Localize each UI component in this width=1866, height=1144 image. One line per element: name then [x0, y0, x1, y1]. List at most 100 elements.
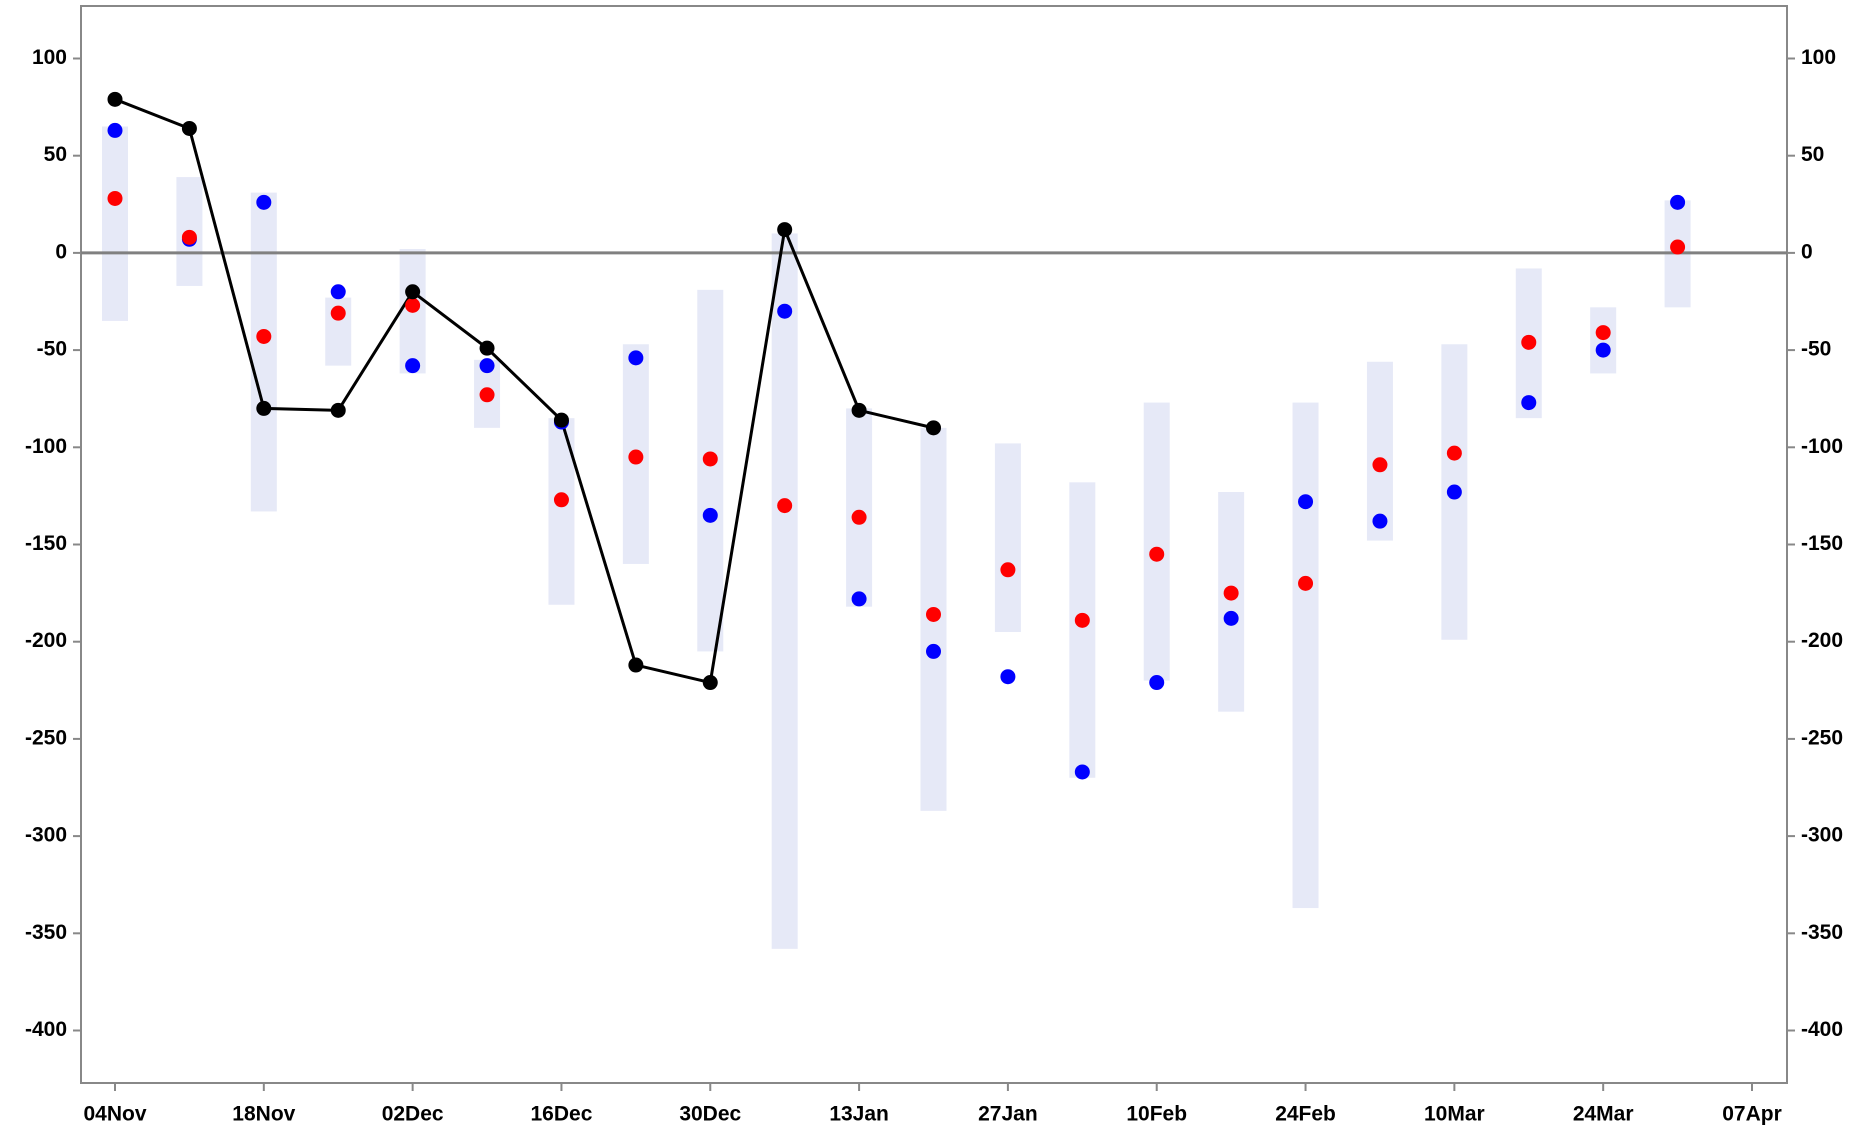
dot [1298, 494, 1314, 510]
dot [1372, 513, 1388, 529]
x-tick-label: 10Feb [1126, 1103, 1187, 1126]
range-bar [697, 289, 724, 652]
dot [479, 358, 495, 374]
x-tick-label: 04Nov [83, 1103, 146, 1126]
dot [628, 449, 644, 465]
range-bar [1143, 402, 1170, 681]
range-bar [1590, 307, 1617, 374]
y2-tick-label: -100 [1801, 435, 1843, 458]
dot [1223, 610, 1239, 626]
dot [181, 229, 197, 245]
dot [107, 122, 123, 138]
line-point [181, 120, 197, 136]
dot [330, 284, 346, 300]
dot [1000, 669, 1016, 685]
line-point [702, 675, 718, 691]
line-point [107, 91, 123, 107]
dot [1149, 546, 1165, 562]
dot [777, 498, 793, 514]
line-point [553, 412, 569, 428]
dot [256, 194, 272, 210]
y2-tick-label: -200 [1801, 629, 1843, 652]
dot [628, 350, 644, 366]
line-point [926, 420, 941, 436]
range-bar [102, 126, 128, 321]
y-tick-label: -150 [25, 532, 67, 555]
x-tick-label: 02Dec [382, 1103, 444, 1126]
dot [702, 507, 718, 523]
range-bar [771, 233, 798, 949]
dot [1000, 562, 1016, 578]
dot [553, 492, 569, 508]
y2-tick-label: 0 [1801, 240, 1813, 263]
line-point [777, 222, 793, 238]
range-bar [250, 192, 277, 512]
dot [851, 509, 867, 525]
dot [1670, 239, 1686, 255]
y2-tick-label: -300 [1801, 824, 1843, 847]
dot [330, 305, 346, 321]
x-tick-label: 13Jan [829, 1103, 889, 1126]
dot [1595, 325, 1611, 341]
x-tick-label: 07Apr [1722, 1103, 1782, 1126]
y2-tick-label: -400 [1801, 1018, 1843, 1041]
y-tick-label: 100 [32, 46, 67, 69]
x-tick-label: 10Mar [1424, 1103, 1485, 1126]
y-tick-label: -50 [37, 338, 67, 361]
dot [1521, 395, 1537, 411]
dot [777, 303, 793, 319]
dot [405, 297, 421, 313]
x-tick-label: 24Mar [1573, 1103, 1634, 1126]
line-point [628, 657, 644, 673]
line [114, 97, 934, 685]
y-tick-label: -200 [25, 629, 67, 652]
y-tick-label: 50 [44, 143, 67, 166]
dot [479, 387, 495, 403]
range-bar [1292, 402, 1319, 909]
line-point [479, 340, 495, 356]
y2-tick-label: -350 [1801, 921, 1843, 944]
x-tick-label: 24Feb [1275, 1103, 1336, 1126]
y2-tick-label: 50 [1801, 143, 1824, 166]
dot [1074, 764, 1090, 780]
dot [107, 190, 123, 206]
line-point [405, 284, 421, 300]
dot [405, 358, 421, 374]
dot [851, 591, 867, 607]
dot [1670, 194, 1686, 210]
range-bar [1366, 361, 1393, 541]
y2-tick-label: 100 [1801, 46, 1836, 69]
dot [1074, 612, 1090, 628]
x-tick-label: 30Dec [679, 1103, 741, 1126]
y2-tick-label: -250 [1801, 726, 1843, 749]
line-point [851, 402, 867, 418]
dot [1595, 342, 1611, 358]
dot [702, 451, 718, 467]
line-point [330, 402, 346, 418]
y-tick-label: -350 [25, 921, 67, 944]
range-bar [846, 408, 873, 607]
y-tick-label: -250 [25, 726, 67, 749]
y-tick-label: -100 [25, 435, 67, 458]
x-tick-label: 18Nov [232, 1103, 295, 1126]
y-tick-label: 0 [55, 240, 67, 263]
dot [1149, 675, 1165, 691]
dot [256, 328, 272, 344]
x-tick-label: 27Jan [978, 1103, 1038, 1126]
dot [1446, 484, 1462, 500]
y-tick-label: -400 [25, 1018, 67, 1041]
range-bar [994, 443, 1021, 632]
dot [926, 643, 941, 659]
y2-tick-label: -50 [1801, 338, 1831, 361]
y-tick-label: -300 [25, 824, 67, 847]
line-point [256, 400, 272, 416]
range-bar [1218, 492, 1245, 712]
dot [1298, 575, 1314, 591]
dot [926, 606, 941, 622]
dot [1372, 457, 1388, 473]
dot [1446, 445, 1462, 461]
dot [1521, 334, 1537, 350]
x-tick-label: 16Dec [531, 1103, 593, 1126]
y2-tick-label: -150 [1801, 532, 1843, 555]
